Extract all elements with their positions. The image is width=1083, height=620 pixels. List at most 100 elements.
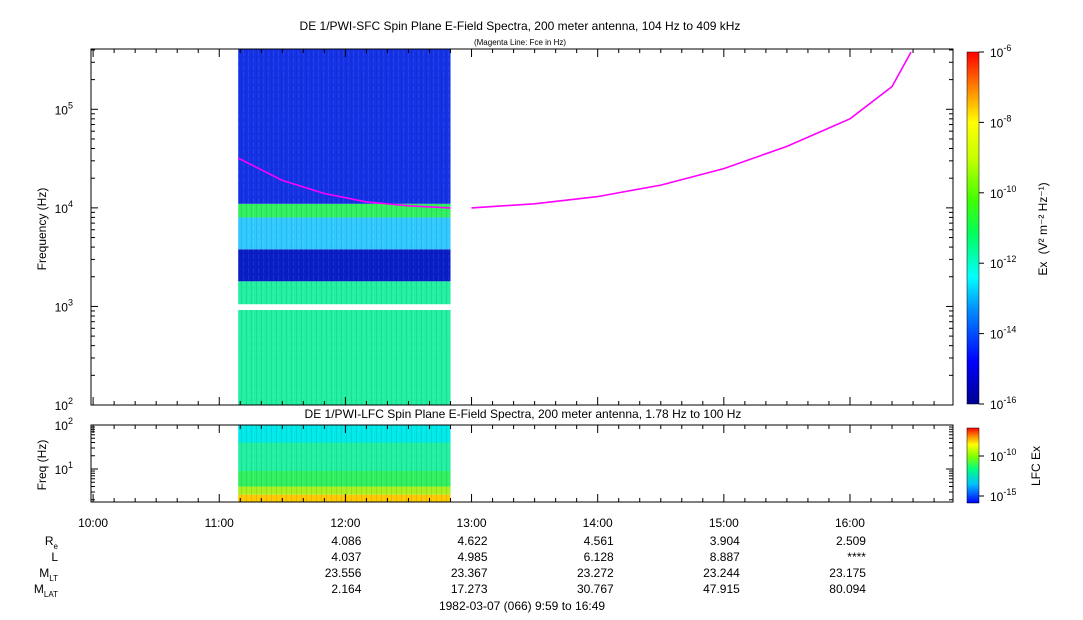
lfc-texture: [238, 425, 451, 502]
fce-magenta-line: [237, 51, 912, 209]
top-colorbar-label-units: (V² m⁻² Hz⁻¹): [1036, 182, 1050, 254]
bottom-y-label-10: 101: [55, 460, 73, 477]
ephemeris-row-label-sub: LT: [49, 574, 58, 583]
bottom-panel-title: DE 1/PWI-LFC Spin Plane E-Field Spectra,…: [305, 407, 742, 421]
bottom-y-label-10-mantissa: 10: [55, 463, 69, 477]
top-colorbar-label: Ex (V² m⁻² Hz⁻¹): [1036, 182, 1050, 275]
bottom-colorbar-label--10-mantissa: 10: [990, 450, 1004, 464]
ephemeris-value: 4.037: [331, 550, 361, 564]
top-y-label-10000-exponent: 4: [68, 199, 73, 209]
ephemeris-value: 23.175: [829, 566, 866, 580]
bottom-y-axis-label: Freq (Hz): [35, 440, 49, 491]
bottom-y-label-100: 102: [55, 416, 73, 433]
ephemeris-value: 6.128: [584, 550, 614, 564]
time-label-1100: 11:00: [205, 516, 234, 530]
ephemeris-value: 4.985: [458, 550, 488, 564]
bottom-colorbar-label--15: 10-15: [990, 487, 1016, 504]
top-colorbar-label--10-exponent: -10: [1003, 184, 1016, 194]
top-colorbar-label--14: 10-14: [990, 325, 1016, 342]
ephemeris-value: 4.622: [458, 534, 488, 548]
top-colorbar-label--14-exponent: -14: [1003, 325, 1016, 335]
ephemeris-row-label-3: MLAT: [34, 582, 58, 599]
ephemeris-value: 80.094: [829, 582, 866, 596]
top-colorbar-label--14-mantissa: 10: [990, 328, 1004, 342]
ephemeris-value: 30.767: [577, 582, 614, 596]
ephemeris-value: 17.273: [451, 582, 488, 596]
ephemeris-value: 23.367: [451, 566, 488, 580]
bottom-colorbar-label: LFC Ex: [1029, 446, 1043, 486]
ephemeris-value: 3.904: [710, 534, 740, 548]
top-y-label-100000-mantissa: 10: [55, 103, 69, 117]
top-y-label-100-exponent: 2: [68, 396, 73, 406]
ephemeris-value: 47.915: [703, 582, 740, 596]
top-y-label-1000-mantissa: 10: [55, 300, 69, 314]
bottom-colorbar-label--15-mantissa: 10: [990, 490, 1004, 504]
top-y-label-10000: 104: [55, 199, 73, 216]
top-y-label-10000-mantissa: 10: [55, 202, 69, 216]
bottom-plot-frame: [90, 424, 954, 503]
ephemeris-row-label-sub: LAT: [44, 590, 58, 599]
time-label-1500: 15:00: [709, 516, 739, 530]
ephemeris-table: ReLMLTMLAT4.0864.03723.5562.1644.6224.98…: [34, 534, 866, 599]
top-colorbar-label--12-mantissa: 10: [990, 257, 1004, 271]
time-label-1400: 14:00: [583, 516, 613, 530]
top-colorbar: [966, 51, 980, 405]
ephemeris-row-label-main: M: [39, 566, 49, 580]
top-colorbar-label--16: 10-16: [990, 395, 1016, 412]
sfc-texture: [238, 49, 451, 405]
top-y-label-1000: 103: [55, 297, 73, 314]
bottom-y-label-10-exponent: 1: [68, 460, 73, 470]
ephemeris-row-label-sub: e: [54, 542, 59, 551]
sfc-data-gap: [238, 304, 451, 311]
top-colorbar-label--10-mantissa: 10: [990, 187, 1004, 201]
top-y-axis-label: Frequency (Hz): [35, 188, 49, 271]
time-label-1200: 12:00: [330, 516, 360, 530]
top-panel-subtitle: (Magenta Line: Fce in Hz): [474, 38, 566, 47]
ephemeris-row-label-2: MLT: [39, 566, 58, 583]
ephemeris-row-label-main: R: [45, 534, 54, 548]
time-label-1300: 13:00: [457, 516, 487, 530]
top-y-label-100: 102: [55, 396, 73, 413]
ephemeris-value: ****: [847, 550, 866, 564]
ephemeris-value: 23.556: [325, 566, 362, 580]
lfc-spectrogram: [238, 425, 451, 502]
top-colorbar-label--10: 10-10: [990, 184, 1016, 201]
ephemeris-row-label-main: M: [34, 582, 44, 596]
sfc-spectrogram: [238, 49, 451, 405]
top-plot-frame: [90, 48, 954, 406]
ephemeris-value: 23.272: [577, 566, 614, 580]
top-colorbar-label--8-exponent: -8: [1003, 113, 1011, 123]
time-axis: 10:00 11:00 12:00 13:00 14:00 15:00 16:00: [78, 49, 935, 530]
ephemeris-value: 2.509: [836, 534, 866, 548]
ephemeris-row-label-0: Re: [45, 534, 59, 551]
ephemeris-value: 8.887: [710, 550, 740, 564]
top-colorbar-label--12: 10-12: [990, 254, 1016, 271]
top-colorbar-label--8: 10-8: [990, 113, 1011, 130]
ephemeris-row-label-1: L: [51, 550, 58, 564]
bottom-y-label-100-exponent: 2: [68, 416, 73, 426]
top-colorbar-label-quantity: Ex: [1036, 262, 1050, 276]
top-colorbar-label--6: 10-6: [990, 43, 1011, 60]
bottom-colorbar: [966, 427, 980, 504]
top-panel-title: DE 1/PWI-SFC Spin Plane E-Field Spectra,…: [300, 19, 741, 33]
ephemeris-row-label-main: L: [51, 550, 58, 564]
top-y-label-100000-exponent: 5: [68, 100, 73, 110]
top-colorbar-label--16-mantissa: 10: [990, 398, 1004, 412]
top-colorbar-label--16-exponent: -16: [1003, 395, 1016, 405]
bottom-colorbar-label--10: 10-10: [990, 447, 1016, 464]
top-y-label-1000-exponent: 3: [68, 297, 73, 307]
top-y-label-100000: 105: [55, 100, 73, 117]
ephemeris-value: 4.086: [331, 534, 361, 548]
ephemeris-value: 2.164: [331, 582, 361, 596]
bottom-colorbar-label--15-exponent: -15: [1003, 487, 1016, 497]
top-colorbar-label--6-mantissa: 10: [990, 46, 1004, 60]
time-label-1600: 16:00: [835, 516, 865, 530]
bottom-colorbar-label--10-exponent: -10: [1003, 447, 1016, 457]
footer-date-range: 1982-03-07 (066) 9:59 to 16:49: [439, 599, 605, 613]
top-colorbar-label--12-exponent: -12: [1003, 254, 1016, 264]
